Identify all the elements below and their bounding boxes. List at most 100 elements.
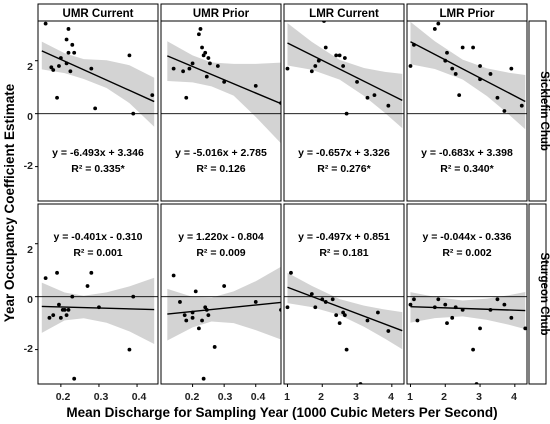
regression-line [167,301,281,315]
regression-equation: y = -0.497x + 0.851 [298,231,390,243]
data-point [341,64,346,68]
regression-equation: y = -6.493x + 3.346 [52,147,144,159]
data-point [89,270,94,275]
data-point [495,95,500,100]
data-point [344,347,349,352]
r-squared-label: R² = 0.009 [196,247,245,259]
panel-border [160,20,282,202]
data-point [184,318,189,323]
panel-sicklefin-lmr-current: y = -0.657x + 3.326 R² = 0.276* [283,20,405,202]
data-point [198,27,203,31]
strip-label-umr-prior: UMR Prior [193,8,250,20]
data-point [131,294,136,299]
data-point [320,297,325,302]
data-point [443,302,448,307]
data-point [337,53,342,58]
data-point [127,53,132,58]
data-point [457,93,462,98]
data-point [51,313,56,318]
confidence-band [41,277,155,344]
data-point [313,305,318,310]
data-point [488,307,493,312]
data-point [171,273,176,278]
data-point [200,45,204,50]
data-point [519,103,524,108]
data-point [201,376,206,381]
data-point [309,69,314,74]
data-point [445,321,449,326]
data-point [453,72,458,76]
data-point [204,307,209,312]
data-point [386,103,391,108]
panel-sicklefin-umr-prior: y = -5.016x + 2.785 R² = 0.126 [160,20,282,202]
confidence-band [167,41,281,144]
data-point [222,284,227,288]
data-point [365,95,370,100]
data-point [342,56,347,60]
data-point [131,111,136,116]
data-point [478,64,482,68]
x-axis-ticks: 0.2 0.3 0.4 0.2 0.3 0.4 1 2 3 4 1 2 3 4 [56,391,517,403]
x-tick-label-col2-2: 3 [353,391,359,403]
data-point [64,313,69,318]
data-point [408,302,413,307]
data-point [212,345,217,349]
data-point [55,95,59,100]
y-tick-label-bottom-0: 0 [27,294,33,306]
regression-line [410,306,526,312]
y-tick-label-bottom-neg2: -2 [24,343,33,355]
confidence-band [410,292,526,330]
data-point [70,42,75,47]
data-point [450,315,455,320]
y-axis-ticks: 2 0 -2 2 0 -2 [24,61,34,355]
strip-label-lmr-prior: LMR Prior [440,8,495,20]
data-point [190,315,195,320]
data-point [200,318,204,323]
data-point [460,307,465,312]
x-tick-label-col1-1: 0.3 [218,391,233,403]
data-point [58,315,63,320]
data-point [181,69,186,74]
data-point [488,72,493,76]
confidence-band [287,272,403,350]
r-squared-label: R² = 0.276* [317,163,371,175]
regression-line [167,55,281,105]
data-point [55,270,59,275]
regression-equation: y = -0.401x - 0.310 [53,231,142,243]
data-point [208,61,212,66]
regression-equation: y = 1.220x - 0.804 [178,231,264,243]
data-point [193,289,198,294]
strip-sturgeon-chub: Sturgeon Chub [528,203,550,385]
data-point [509,315,514,320]
data-point [57,64,61,68]
r-squared-label: R² = 0.181 [319,247,368,259]
row-strips: Sicklefin Chub Sturgeon Chub [528,20,550,385]
r-squared-label: R² = 0.002 [442,247,491,259]
strip-umr-prior: UMR Prior [160,3,282,22]
x-tick-label-col0-1: 0.3 [94,391,109,403]
data-point [206,313,211,318]
data-point [342,313,347,318]
data-point [509,66,514,71]
x-tick-label-col2-0: 1 [284,391,290,403]
data-point [285,66,290,71]
data-point [408,64,413,68]
data-point [66,27,71,31]
panel-border [37,203,159,385]
data-point [62,307,67,312]
strip-lmr-current: LMR Current [283,3,405,22]
y-tick-label-top-0: 0 [27,111,33,123]
y-tick-label-top-neg2: -2 [24,160,33,172]
regression-line [287,286,403,332]
panel-border [406,203,528,385]
data-point [309,292,314,296]
data-point [412,42,416,47]
panel-border [283,203,405,385]
data-point [66,307,71,312]
panel-sturgeon-lmr-current: y = -0.497x + 0.851 R² = 0.181 [283,203,405,387]
x-tick-label-col1-2: 0.4 [251,391,266,403]
data-point [58,56,63,60]
data-point [523,326,527,331]
x-tick-label-col1-0: 0.2 [185,391,200,403]
